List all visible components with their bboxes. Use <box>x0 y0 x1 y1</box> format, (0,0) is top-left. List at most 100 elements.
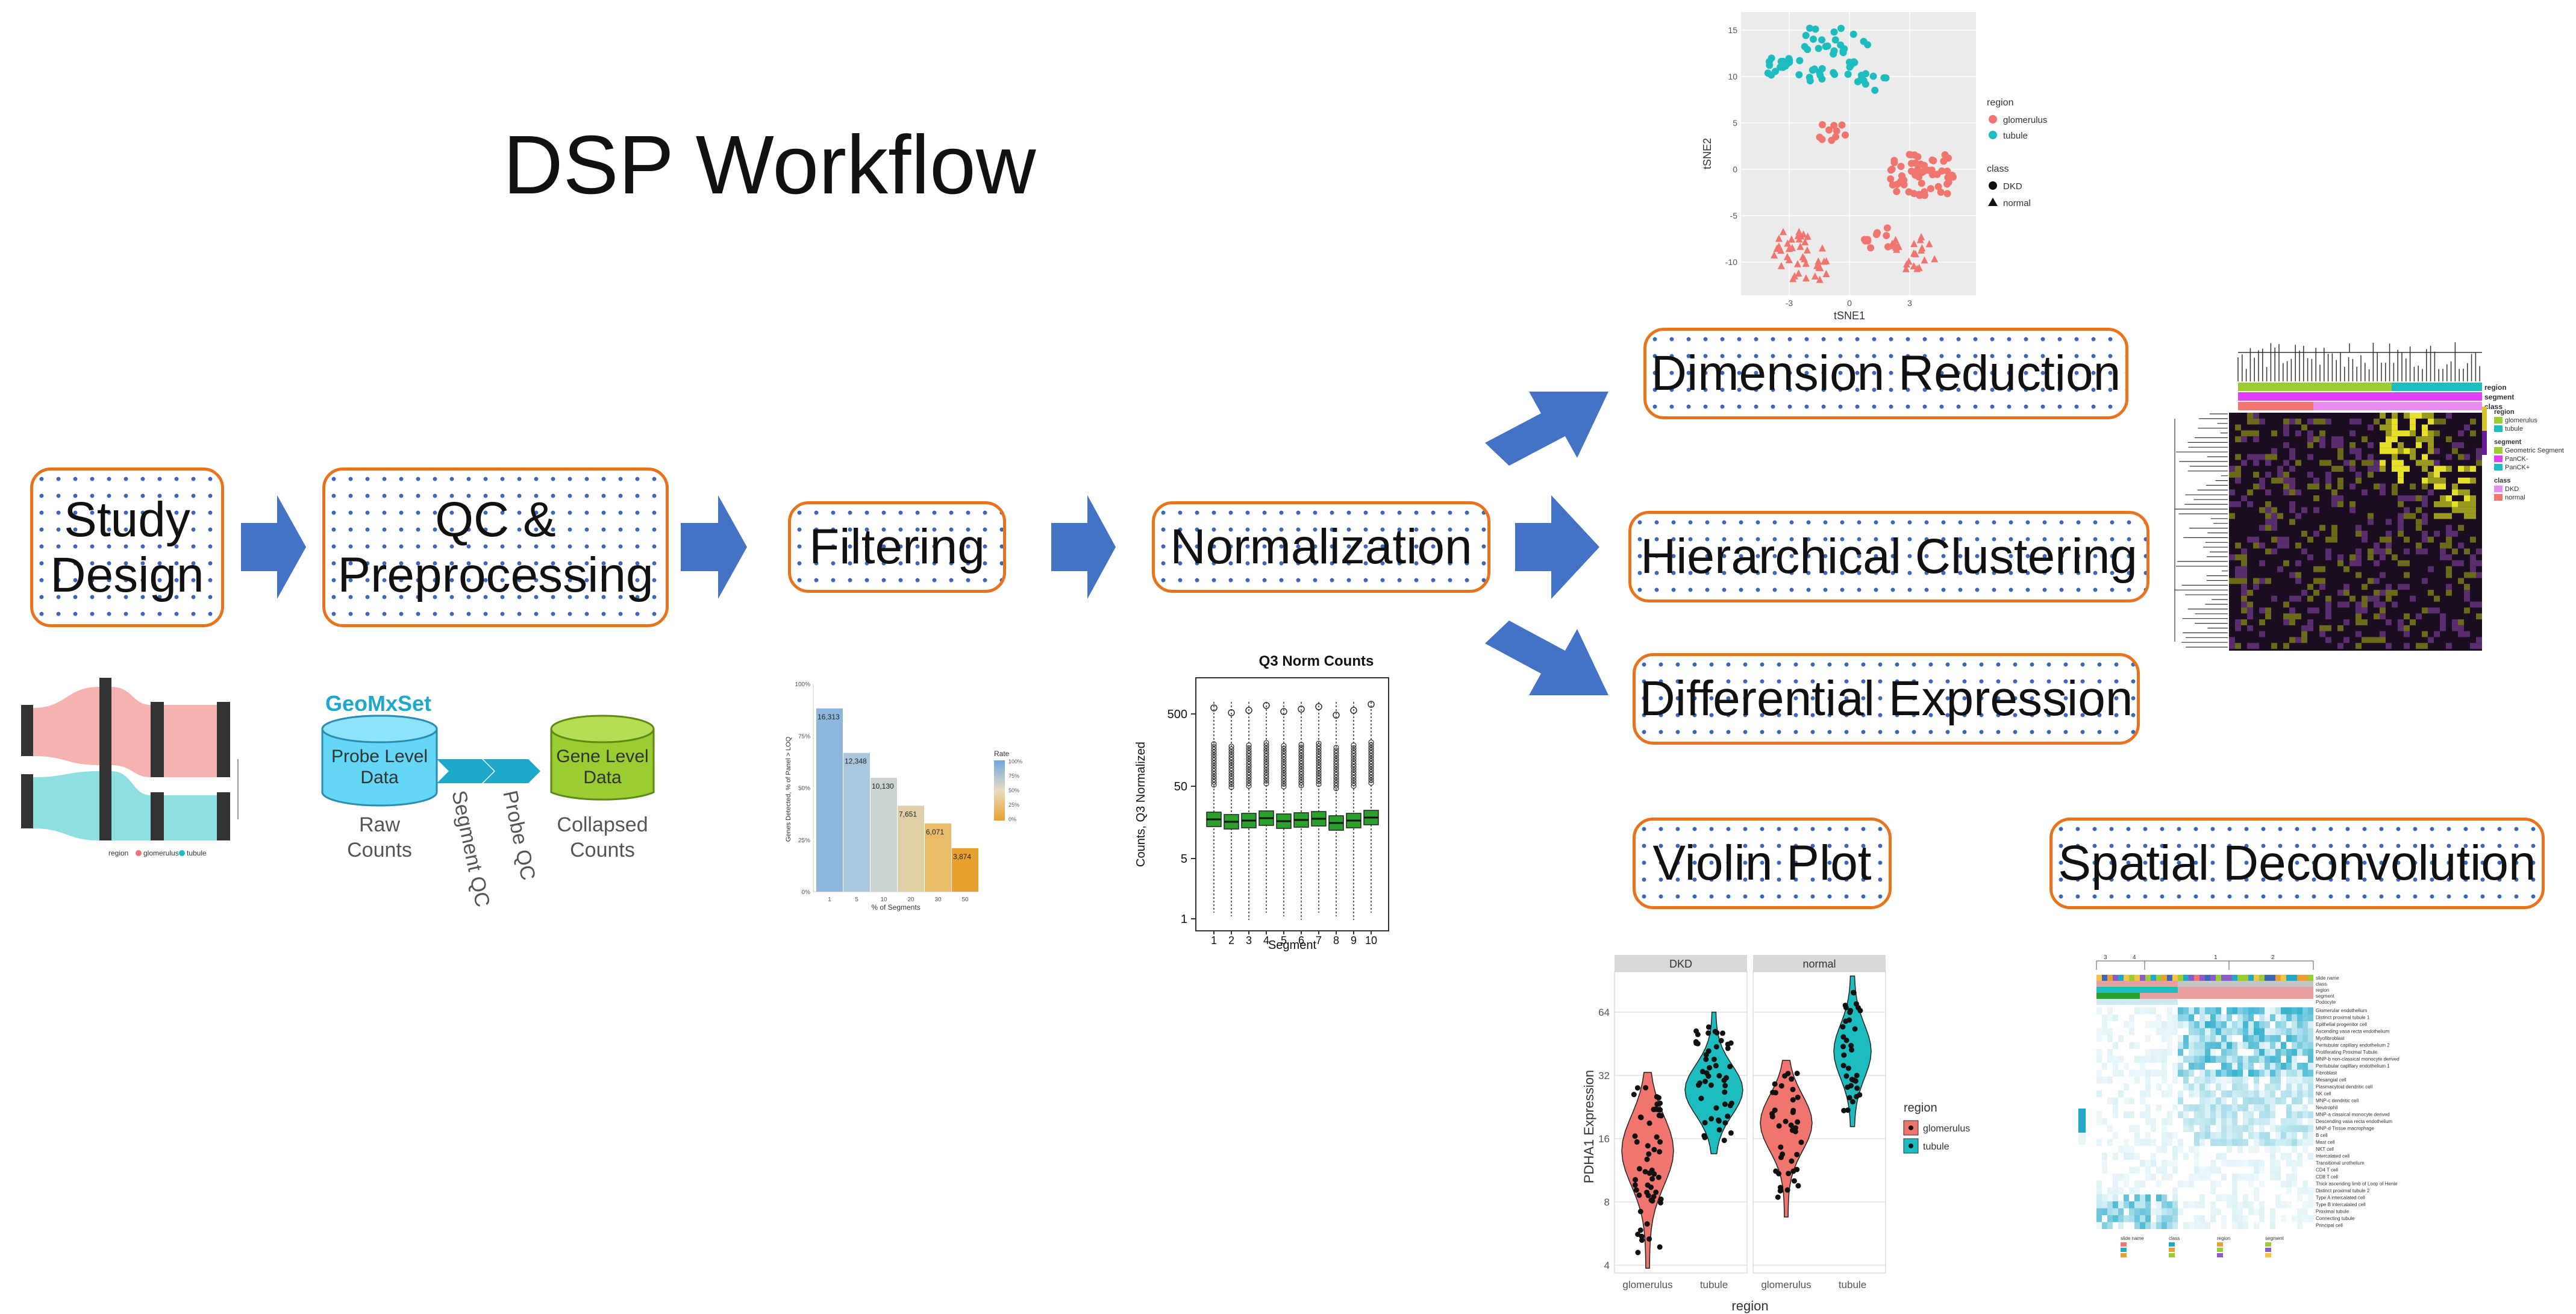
sankey-thumbnail: region glomerulus tubule <box>21 678 239 857</box>
heatmap2-cell <box>2232 1125 2237 1132</box>
heatmap2-cell <box>2286 1111 2292 1118</box>
heatmap2-cell <box>2232 1194 2237 1201</box>
bar <box>925 823 951 892</box>
heatmap2-cell <box>2172 1215 2178 1222</box>
heatmap2-cell <box>2113 1201 2118 1209</box>
tsne-point-glomerulus <box>1910 151 1918 159</box>
heatmap2-cell <box>2167 1215 2172 1222</box>
heatmap2-cell <box>2286 1077 2292 1084</box>
dimension-reduction-box: Dimension Reduction <box>1643 328 2128 419</box>
heatmap2-cell <box>2194 1028 2199 1035</box>
heatmap1-cell <box>2247 418 2253 425</box>
heatmap1-cell <box>2380 637 2386 643</box>
tsne-point-tubule <box>1880 74 1888 82</box>
heatmap2-cell <box>2292 1063 2297 1070</box>
heatmap1-cell <box>2337 643 2343 649</box>
heatmap1-cell <box>2440 548 2446 555</box>
box-outlier <box>1316 762 1322 768</box>
heatmap2-cell <box>2178 1007 2183 1015</box>
box-outlier <box>1368 758 1374 765</box>
heatmap2-cell <box>2129 1166 2134 1174</box>
violin-point <box>1654 1101 1660 1107</box>
heatmap1-cell <box>2307 584 2313 590</box>
heatmap2-cell <box>2286 1021 2292 1028</box>
heatmap2-cell <box>2216 1028 2221 1035</box>
heatmap2-cell <box>2248 1201 2254 1209</box>
heatmap1-cell <box>2337 560 2343 566</box>
heatmap1-cell <box>2374 578 2380 584</box>
heatmap1-cell <box>2235 454 2241 460</box>
heatmap2-cell <box>2265 1035 2270 1042</box>
heatmap1-cell <box>2253 472 2259 478</box>
box-outlier <box>1228 751 1234 758</box>
box-xlabel: Segment <box>1268 939 1316 952</box>
box-outlier <box>1246 761 1252 768</box>
heatmap2-cell <box>2189 1174 2194 1181</box>
heatmap2-cell <box>2145 1132 2151 1139</box>
violin-xtick: tubule <box>1839 1279 1866 1291</box>
heatmap2-cell <box>2297 1139 2302 1146</box>
heatmap1-cell <box>2349 442 2356 448</box>
heatmap2-cell <box>2167 1208 2172 1215</box>
heatmap2-cell <box>2205 1132 2210 1139</box>
heatmap1-cell <box>2253 584 2259 590</box>
heatmap2-cell <box>2221 1222 2227 1229</box>
heatmap2-cell <box>2162 1125 2167 1132</box>
violin-point <box>1637 1209 1643 1215</box>
box-outlier <box>1351 756 1357 762</box>
heatmap1-cell <box>2410 483 2416 490</box>
heatmap1-cell <box>2325 607 2331 614</box>
heatmap2-cell <box>2162 1056 2167 1063</box>
heatmap1-cell <box>2247 536 2253 543</box>
heatmap2-cell <box>2156 1166 2162 1174</box>
heatmap1-cell <box>2380 607 2386 614</box>
heatmap1-cell <box>2416 548 2422 555</box>
violin-point <box>1705 1048 1712 1054</box>
violin-point <box>1795 1183 1801 1189</box>
tsne-point-glomerulus <box>1815 257 1822 265</box>
heatmap2-track-cell <box>2199 999 2205 1005</box>
heatmap2-cell <box>2210 1132 2216 1139</box>
tsne-point-glomerulus <box>1910 190 1918 198</box>
heatmap1-cell <box>2368 442 2374 448</box>
heatmap2-cell <box>2297 1021 2302 1028</box>
heatmap1-cell <box>2440 501 2446 507</box>
heatmap1-cell <box>2380 460 2386 466</box>
heatmap1-cell <box>2416 613 2422 619</box>
box-outlier <box>1333 750 1339 756</box>
heatmap2-track-cell <box>2183 981 2189 987</box>
heatmap2-legend-title: region <box>2217 1236 2230 1241</box>
heatmap2-cell <box>2102 1208 2107 1215</box>
heatmap2-cell <box>2199 1132 2205 1139</box>
heatmap2-cell <box>2162 1201 2167 1209</box>
heatmap2-cell <box>2265 1139 2270 1146</box>
heatmap2-cell <box>2297 1049 2302 1056</box>
heatmap2-cell <box>2237 1021 2243 1028</box>
heatmap2-cell <box>2183 1180 2189 1187</box>
heatmap2-cell <box>2297 1215 2302 1222</box>
heatmap2-cell <box>2286 1090 2292 1098</box>
heatmap2-cell <box>2227 1063 2232 1070</box>
raw-counts-line1: Raw <box>359 813 400 836</box>
box-outlier <box>1316 746 1322 752</box>
heatmap2-track-cell <box>2243 999 2248 1005</box>
heatmap2-cell <box>2254 1208 2259 1215</box>
tsne-point-glomerulus <box>1910 249 1918 257</box>
box-outlier <box>1246 764 1252 770</box>
heatmap1-cell <box>2295 613 2301 619</box>
hm1-track-segment: segment <box>2484 393 2514 401</box>
heatmap2-cell <box>2254 1187 2259 1195</box>
heatmap1-cell <box>2356 572 2362 578</box>
heatmap2-cell <box>2194 1077 2199 1084</box>
tsne-point-glomerulus <box>1811 272 1819 280</box>
heatmap1-cell <box>2446 413 2452 419</box>
heatmap1-cell <box>2398 584 2404 590</box>
heatmap1-cell <box>2235 619 2241 625</box>
heatmap2-cell <box>2216 1097 2221 1104</box>
violin-point <box>1843 1037 1849 1043</box>
heatmap1-cell <box>2253 483 2259 490</box>
box-outlier <box>1210 704 1218 712</box>
box-outlier <box>1281 756 1287 763</box>
heatmap2-row-label: Ascending vasa recta endothelium <box>2316 1029 2390 1034</box>
heatmap2-cell <box>2275 1160 2281 1167</box>
